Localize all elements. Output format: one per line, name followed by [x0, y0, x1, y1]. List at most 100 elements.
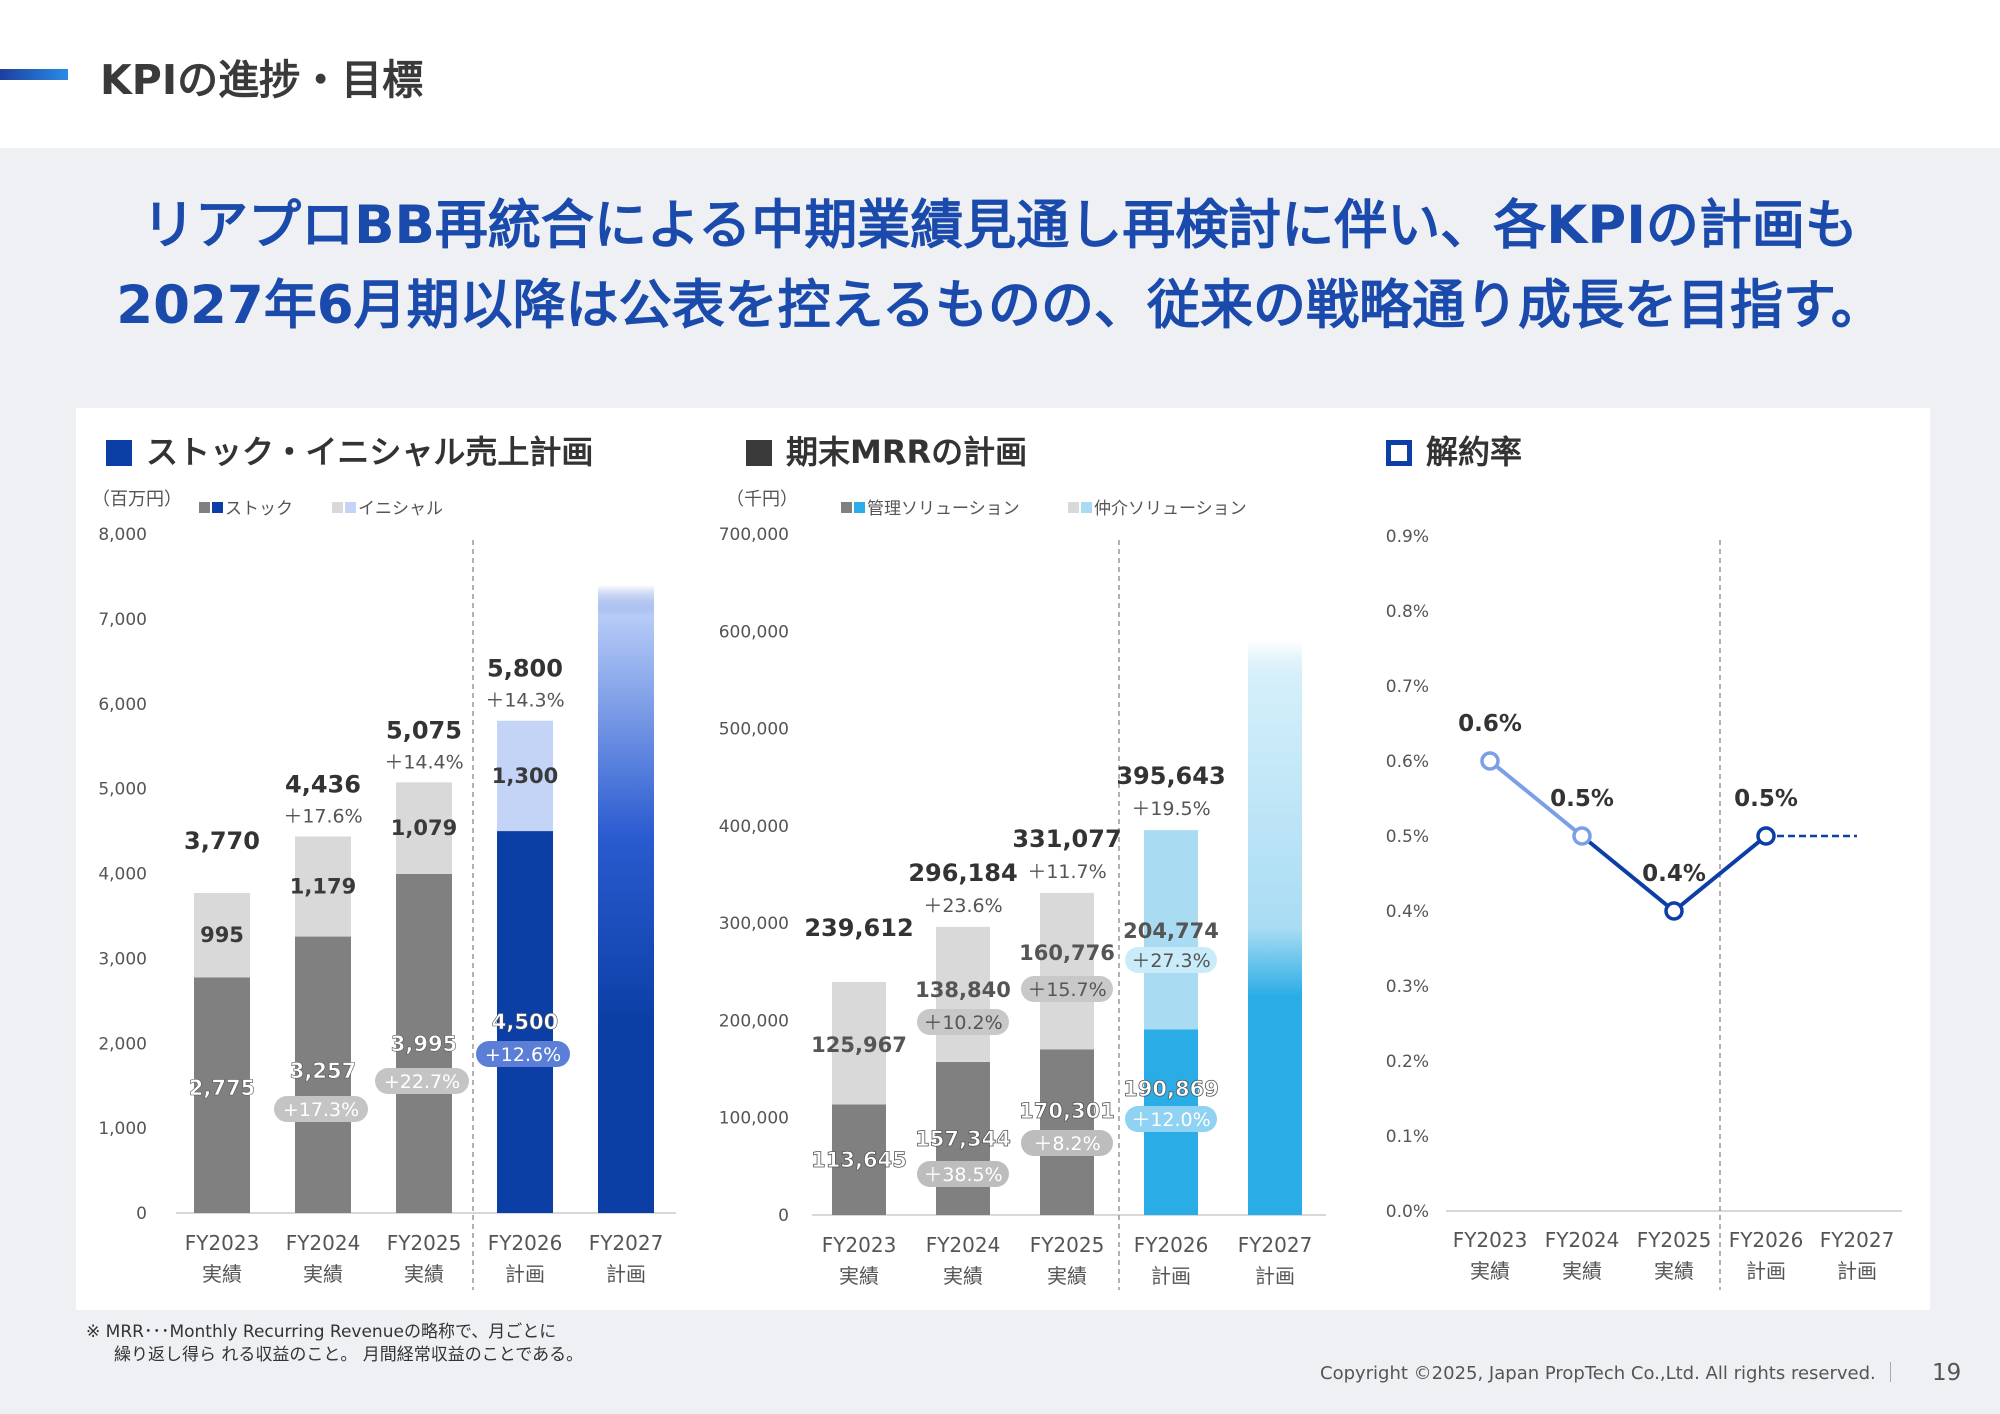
churn-value-label: 0.5%	[1734, 786, 1798, 812]
copyright: Copyright ©2025, Japan PropTech Co.,Ltd.…	[1320, 1363, 1876, 1384]
stock-bar	[295, 936, 351, 1213]
y-tick-label: 300,000	[719, 914, 789, 934]
x-tick-sublabel: 実績	[202, 1262, 242, 1286]
total-growth-label: ＋14.4%	[384, 751, 463, 773]
footnote: ※ MRR･･･Monthly Recurring Revenueの略称で、月ご…	[86, 1321, 583, 1367]
y-tick-label: 0.1%	[1386, 1127, 1429, 1147]
y-tick-label: 6,000	[98, 695, 147, 715]
x-tick-label: FY2027	[1820, 1228, 1895, 1252]
legend-swatch	[212, 502, 223, 513]
churn-point	[1480, 751, 1500, 771]
legend-stock: ストック	[225, 499, 293, 519]
churn-value-label: 0.6%	[1458, 711, 1522, 737]
x-tick-label: FY2026	[1134, 1233, 1209, 1257]
stock-bar	[497, 831, 553, 1213]
legend-brokerage: 仲介ソリューション	[1094, 499, 1247, 519]
x-tick-label: FY2024	[926, 1233, 1001, 1257]
management-growth-label: ＋12.0%	[1131, 1109, 1210, 1131]
fy2027-plan-bar	[1248, 641, 1302, 1215]
mrr-chart: （千円） 管理ソリューション 仲介ソリューション 0 100,000 200,000 300…	[719, 489, 1326, 1290]
x-tick-label: FY2024	[286, 1231, 361, 1255]
stock-growth-label-pill	[274, 1096, 368, 1122]
churn-point	[1756, 826, 1776, 846]
total-growth-label: ＋14.3%	[485, 690, 564, 712]
churn-point	[1572, 826, 1592, 846]
x-tick-label: FY2023	[185, 1231, 260, 1255]
square-bullet-icon	[106, 440, 132, 466]
chart2-title: 期末MRRの計画	[746, 427, 1027, 473]
x-tick-label: FY2027	[1238, 1233, 1313, 1257]
header: KPIの進捗・目標	[0, 0, 2000, 148]
legend-swatch	[332, 502, 343, 513]
y-tick-label: 8,000	[98, 525, 147, 545]
y-tick-label: 0.2%	[1386, 1052, 1429, 1072]
management-growth-label-pill	[1021, 1130, 1113, 1156]
x-tick-label: FY2023	[822, 1233, 897, 1257]
y-tick-label: 100,000	[719, 1109, 789, 1129]
initial-bar	[295, 836, 351, 937]
y-tick-label: 700,000	[719, 525, 789, 545]
y-tick-label: 0.0%	[1386, 1202, 1429, 1222]
churn-line-segment	[1672, 834, 1768, 913]
stock-value-label: 3,257	[290, 1059, 356, 1083]
y-tick-label: 200,000	[719, 1011, 789, 1031]
brokerage-bar	[1040, 892, 1094, 1050]
y-tick-label: 0.8%	[1386, 602, 1429, 622]
churn-value-label: 0.5%	[1550, 786, 1614, 812]
footnote-line-2: 繰り返し得ら れる収益のこと。 月間経常収益のことである。	[114, 1345, 584, 1365]
page-number: 19	[1932, 1360, 1962, 1386]
stock-initial-sales-chart: （百万円） ストック イニシャル 0 1,000 2,000 3,000 4,000 5,000…	[92, 489, 676, 1290]
x-tick-sublabel: 実績	[839, 1264, 879, 1288]
x-tick-sublabel: 実績	[1562, 1259, 1602, 1283]
total-value-label: 296,184	[908, 859, 1017, 887]
churn-rate-chart: 0.0% 0.1% 0.2% 0.3% 0.4% 0.5% 0.6% 0.7% 0.8% 0.9%…	[1386, 527, 1902, 1290]
initial-bar	[396, 782, 452, 874]
y-tick-label: 1,000	[98, 1119, 147, 1139]
total-growth-label: ＋11.7%	[1027, 861, 1106, 883]
management-value-label: 113,645	[811, 1148, 907, 1172]
management-growth-label-pill	[1125, 1106, 1217, 1132]
initial-bar	[194, 893, 250, 978]
stock-value-label: 2,775	[189, 1076, 255, 1100]
headline-line-2: 2027年6月期以降は公表を控えるものの、従来の戦略通り成長を目指す。	[116, 275, 1884, 336]
y-tick-label: 500,000	[719, 720, 789, 740]
management-bar	[832, 1104, 886, 1215]
header-accent-bar	[0, 69, 68, 80]
y-tick-label: 600,000	[719, 622, 789, 642]
initial-value-label: 995	[200, 923, 244, 947]
legend-swatch	[841, 502, 852, 513]
y-tick-label: 0	[778, 1206, 789, 1226]
initial-bar	[497, 720, 553, 832]
y-tick-label: 0	[136, 1204, 147, 1224]
chart1-title: ストック・イニシャル売上計画	[106, 427, 593, 473]
initial-value-label: 1,079	[391, 816, 457, 840]
x-tick-sublabel: 実績	[943, 1264, 983, 1288]
x-tick-sublabel: 実績	[1470, 1259, 1510, 1283]
management-growth-label-pill	[917, 1161, 1009, 1187]
legend-swatch	[1068, 502, 1079, 513]
total-value-label: 5,075	[386, 716, 462, 744]
brokerage-bar	[832, 981, 886, 1105]
brokerage-value-label: 125,967	[811, 1033, 907, 1057]
stock-value-label: 4,500	[492, 1010, 558, 1034]
management-value-label: 157,344	[915, 1127, 1011, 1151]
x-tick-sublabel: 計画	[606, 1262, 646, 1286]
stock-growth-label: +12.6%	[485, 1044, 561, 1066]
y-tick-label: 0.9%	[1386, 527, 1429, 547]
total-value-label: 239,612	[804, 914, 913, 942]
unit-label: （千円）	[726, 489, 798, 510]
headline: リアプロBB再統合による中期業績見通し再検討に伴い、各KPIの計画も 2027年…	[0, 186, 2000, 346]
brokerage-growth-label-pill	[1125, 947, 1217, 973]
brokerage-growth-label-pill	[917, 1009, 1009, 1035]
initial-value-label: 1,179	[290, 875, 356, 899]
brokerage-bar	[1144, 830, 1198, 1030]
x-tick-label: FY2027	[589, 1231, 664, 1255]
brokerage-value-label: 204,774	[1123, 919, 1219, 943]
x-tick-label: FY2023	[1453, 1228, 1528, 1252]
brokerage-growth-label: ＋27.3%	[1131, 950, 1210, 972]
churn-value-label: 0.4%	[1642, 861, 1706, 887]
charts-panel	[76, 408, 1930, 1310]
legend-swatch	[1081, 502, 1092, 513]
churn-line-segment	[1580, 834, 1676, 913]
brokerage-growth-label-pill	[1021, 976, 1113, 1002]
